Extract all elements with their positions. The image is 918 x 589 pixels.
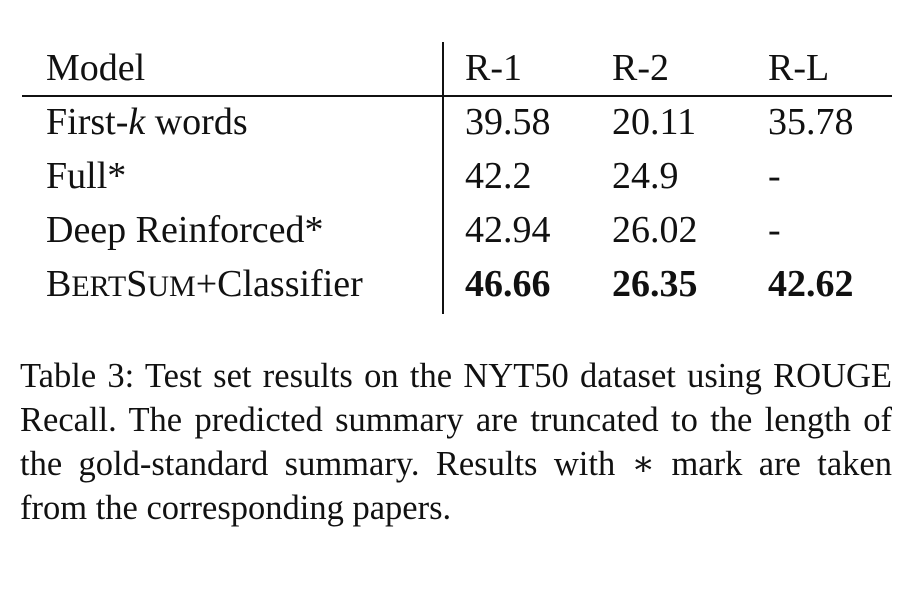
header-model: Model	[46, 47, 146, 89]
cell-r2: 20.11	[612, 101, 697, 143]
column-separator	[442, 42, 444, 314]
model-smallcaps: ERT	[71, 270, 127, 303]
cell-rl: -	[768, 155, 781, 197]
cell-r1: 42.94	[465, 209, 551, 251]
model-text: words	[145, 101, 248, 143]
table-caption: Table 3: Test set results on the NYT50 d…	[20, 357, 892, 527]
cell-rl: -	[768, 209, 781, 251]
header-r1: R-1	[465, 47, 522, 89]
header-rl: R-L	[768, 47, 830, 89]
model-text: +Classifier	[195, 263, 363, 305]
model-italic: k	[128, 101, 146, 143]
cell-r1: 39.58	[465, 101, 551, 143]
cell-r1: 46.66	[465, 263, 551, 305]
header-r2: R-2	[612, 47, 669, 89]
row-model: Full*	[46, 155, 127, 197]
cell-r2: 26.02	[612, 209, 698, 251]
row-model: Deep Reinforced*	[46, 209, 324, 251]
cell-rl: 35.78	[768, 101, 854, 143]
row-model: BERTSUM+Classifier	[46, 262, 363, 309]
model-text: B	[46, 263, 72, 305]
model-smallcaps: UM	[147, 270, 196, 303]
cell-r2: 24.9	[612, 155, 679, 197]
cell-rl: 42.62	[768, 263, 854, 305]
model-text: First-	[46, 101, 129, 143]
cell-r2: 26.35	[612, 263, 698, 305]
model-text: S	[126, 263, 148, 305]
header-rule	[22, 95, 892, 97]
row-model: First-k words	[46, 100, 248, 144]
cell-r1: 42.2	[465, 155, 532, 197]
